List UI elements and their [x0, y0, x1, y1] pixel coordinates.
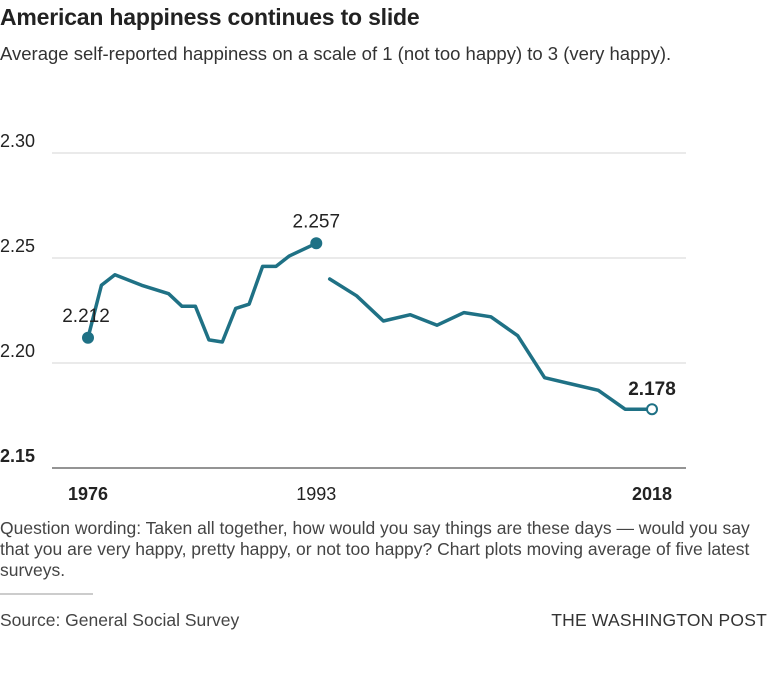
- data-point-marker: [646, 403, 658, 416]
- line-chart: 2.30 2.25 2.20 2.15 1976 1993 2018 2.212 2.257…: [0, 131, 686, 504]
- source-text: Source: General Social Survey: [0, 610, 240, 630]
- footer-divider: [0, 593, 93, 595]
- y-tick-label: 2.30: [0, 131, 35, 151]
- y-tick-label: 2.25: [0, 236, 35, 256]
- data-label: 2.212: [62, 306, 110, 327]
- question-wording-note: Question wording: Taken all together, ho…: [0, 518, 750, 580]
- x-tick-label: 1976: [68, 484, 108, 504]
- data-point-marker: [82, 331, 94, 344]
- data-point-marker: [310, 237, 323, 250]
- y-tick-label: 2.20: [0, 341, 35, 361]
- y-tick-label: 2.15: [0, 446, 35, 466]
- chart-title: American happiness continues to slide: [0, 4, 420, 30]
- publisher-credit: THE WASHINGTON POST: [551, 610, 767, 630]
- gridlines: [52, 152, 686, 469]
- series-line: [86, 241, 319, 344]
- series-line: [327, 277, 654, 411]
- data-label: 2.257: [293, 211, 341, 232]
- annotation-group: 2.212 2.257 2.178: [62, 211, 676, 416]
- data-label: 2.178: [628, 379, 676, 400]
- x-axis: 1976 1993 2018: [68, 484, 672, 504]
- x-tick-label: 1993: [296, 484, 336, 504]
- chart-subtitle: Average self-reported happiness on a sca…: [0, 43, 672, 64]
- y-axis: 2.30 2.25 2.20 2.15: [0, 131, 35, 466]
- series-group: [86, 241, 654, 411]
- x-tick-label: 2018: [632, 484, 672, 504]
